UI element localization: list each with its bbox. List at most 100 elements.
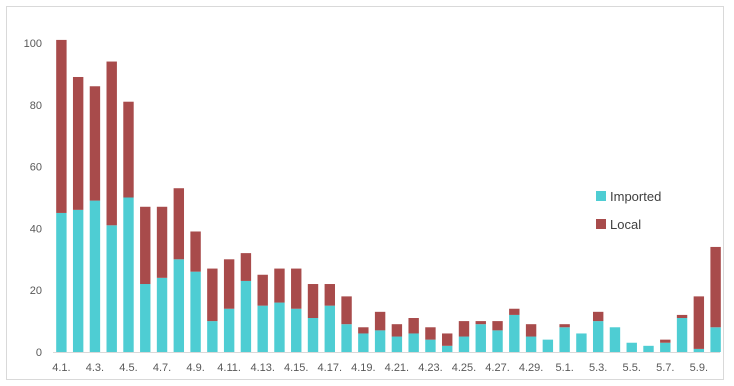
y-tick-label: 20 — [30, 285, 42, 297]
bar-segment-local — [240, 253, 252, 281]
bar-segment-imported — [576, 333, 587, 352]
x-tick-label: 4.1. — [52, 362, 70, 374]
bar-segment-local — [509, 308, 520, 315]
bar-segment-local — [525, 324, 537, 337]
bar-segment-local — [307, 284, 319, 319]
x-tick-label: 5.7. — [656, 362, 674, 374]
bar-segment-imported — [324, 305, 335, 352]
bar-segment-imported — [106, 225, 117, 352]
bar-segment-local — [56, 39, 67, 213]
bar-segment-imported — [223, 308, 235, 352]
bar-segment-imported — [140, 284, 151, 352]
bar-segment-imported — [257, 305, 268, 352]
legend-swatch-local — [596, 219, 606, 229]
bar-segment-imported — [56, 212, 67, 352]
bar-segment-local — [156, 206, 168, 278]
x-tick-label: 5.9. — [690, 362, 708, 374]
bar-segment-local — [106, 61, 117, 226]
y-tick-label: 80 — [30, 100, 42, 112]
bar-segment-imported — [660, 342, 671, 352]
x-tick-label: 4.25. — [452, 362, 476, 374]
bar-segment-local — [123, 101, 134, 198]
bar-segment-imported — [458, 336, 470, 352]
bar-segment-local — [72, 76, 84, 210]
bar-segment-imported — [408, 333, 419, 352]
bar-segment-imported — [425, 339, 436, 352]
bar-segment-imported — [374, 330, 386, 352]
bar-segment-local — [492, 321, 503, 331]
bar-segment-local — [458, 321, 470, 337]
x-tick-label: 4.7. — [153, 362, 171, 374]
bar-segment-imported — [475, 324, 486, 352]
y-tick-label: 100 — [24, 38, 42, 50]
x-tick-label: 5.5. — [623, 362, 641, 374]
x-tick-label: 4.9. — [186, 362, 204, 374]
x-tick-label: 5.1. — [555, 362, 573, 374]
bar-segment-local — [693, 296, 705, 349]
bar-segment-imported — [542, 339, 554, 352]
bar-segment-imported — [626, 342, 637, 352]
bar-segment-imported — [442, 345, 453, 352]
y-tick-label: 0 — [36, 347, 42, 359]
bar-segment-local — [391, 324, 403, 337]
bar-segment-local — [592, 311, 604, 322]
bar-segment-local — [257, 274, 268, 306]
bar-segment-imported — [274, 302, 285, 352]
bar-segment-imported — [156, 277, 168, 352]
bar-segment-local — [660, 339, 671, 343]
x-tick-label: 4.3. — [86, 362, 104, 374]
bar-segment-local — [274, 268, 285, 303]
x-tick-label: 4.19. — [351, 362, 375, 374]
y-tick-label: 40 — [30, 223, 42, 235]
bar-segment-local — [442, 333, 453, 346]
bar-segment-local — [291, 268, 302, 309]
x-tick-label: 4.5. — [119, 362, 137, 374]
bar-segment-local — [358, 327, 369, 334]
bar-segment-imported — [693, 348, 705, 352]
bar-segment-local — [173, 188, 185, 260]
bar-segment-local — [475, 321, 486, 325]
legend-swatch-imported — [596, 191, 606, 201]
bar-segment-local — [324, 284, 335, 306]
bar-segment-local — [676, 314, 688, 319]
bar-segment-local — [559, 324, 570, 328]
bar-segment-imported — [307, 318, 319, 352]
bar-segment-imported — [609, 327, 621, 352]
bar-segment-local — [89, 86, 101, 201]
bar-segment-imported — [123, 197, 134, 352]
x-tick-label: 4.11. — [217, 362, 241, 374]
x-tick-label: 4.29. — [519, 362, 543, 374]
x-tick-label: 5.3. — [589, 362, 607, 374]
bar-segment-imported — [72, 209, 84, 352]
bar-segment-imported — [676, 318, 688, 352]
bar-segment-imported — [643, 345, 654, 352]
bar-segment-local — [425, 327, 436, 340]
bar-segment-imported — [358, 333, 369, 352]
x-tick-label: 4.21. — [385, 362, 409, 374]
x-tick-label: 4.27. — [485, 362, 509, 374]
bar-segment-local — [408, 318, 419, 334]
bar-segment-imported — [492, 330, 503, 352]
legend-label-imported: Imported — [610, 189, 661, 204]
bar-segment-imported — [391, 336, 403, 352]
bar-segment-local — [341, 296, 352, 325]
bar-segment-local — [223, 259, 235, 309]
bar-segment-imported — [710, 327, 721, 352]
y-tick-label: 60 — [30, 162, 42, 174]
bar-segment-local — [140, 206, 151, 285]
bar-segment-imported — [291, 308, 302, 352]
bar-segment-imported — [559, 327, 570, 352]
bar-segment-imported — [89, 200, 101, 352]
bar-segment-imported — [509, 314, 520, 352]
x-tick-label: 4.15. — [284, 362, 308, 374]
legend-label-local: Local — [610, 217, 641, 232]
x-axis: 4.1. 4.3. 4.5. 4.7. 4.9. 4.11. 4.13. 4.15. 4.17.… — [52, 352, 720, 374]
bar-segment-imported — [525, 336, 537, 352]
bar-segment-imported — [240, 280, 252, 352]
bar-stacks — [56, 39, 721, 352]
bar-segment-imported — [341, 324, 352, 352]
bar-segment-local — [207, 268, 218, 322]
y-axis: 0 20 40 60 80 100 — [24, 38, 42, 359]
x-tick-label: 4.13. — [250, 362, 274, 374]
